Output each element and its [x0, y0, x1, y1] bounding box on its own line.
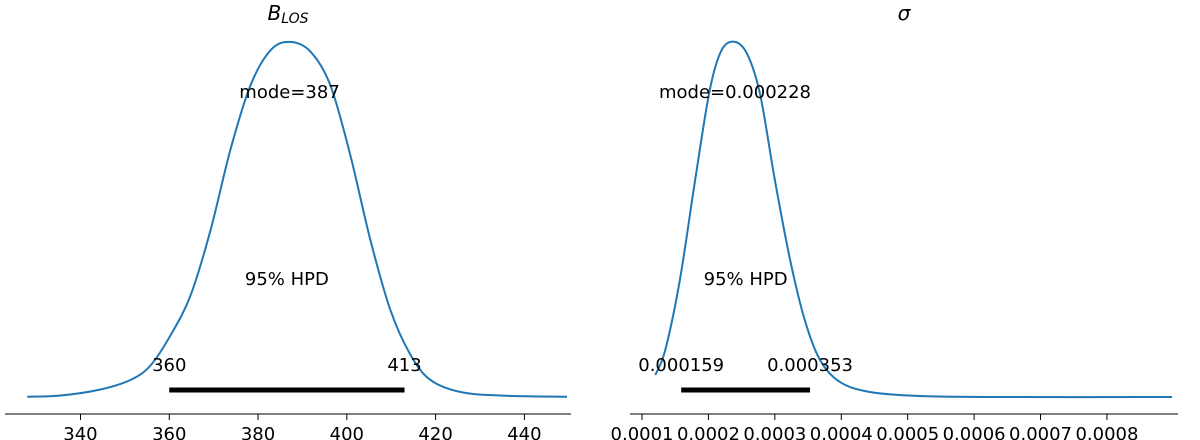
x-tick-label: 0.0002 [677, 424, 740, 440]
hpd-low-label: 360 [152, 355, 186, 376]
density-line [654, 40, 1173, 399]
chart-title: BLOS [267, 1, 308, 28]
x-tick-label: 420 [418, 424, 452, 440]
title-main: σ [898, 1, 912, 25]
x-tick-label: 400 [330, 424, 364, 440]
mode-label: mode=0.000228 [659, 82, 811, 103]
hpd-low-label: 0.000159 [638, 355, 724, 376]
hpd-label: 95% HPD [245, 269, 329, 290]
x-tick-label: 0.0003 [743, 424, 806, 440]
title-subscript: LOS [281, 11, 308, 27]
x-tick-label: 0.0008 [1075, 424, 1138, 440]
hpd-high-label: 0.000353 [767, 355, 853, 376]
x-tick-label: 0.0004 [810, 424, 873, 440]
x-tick-label: 360 [152, 424, 186, 440]
hpd-label: 95% HPD [704, 269, 788, 290]
x-tick-label: 0.0006 [943, 424, 1006, 440]
x-tick-label: 0.0001 [611, 424, 674, 440]
x-tick-label: 380 [241, 424, 275, 440]
x-tick-label: 340 [63, 424, 97, 440]
hpd-high-label: 413 [387, 355, 421, 376]
x-tick-label: 0.0005 [876, 424, 939, 440]
title-main: B [267, 1, 281, 25]
x-tick-label: 440 [507, 424, 541, 440]
chart-title: σ [898, 1, 912, 25]
mode-label: mode=387 [239, 82, 340, 103]
x-tick-label: 0.0007 [1009, 424, 1072, 440]
density-line [27, 40, 568, 398]
